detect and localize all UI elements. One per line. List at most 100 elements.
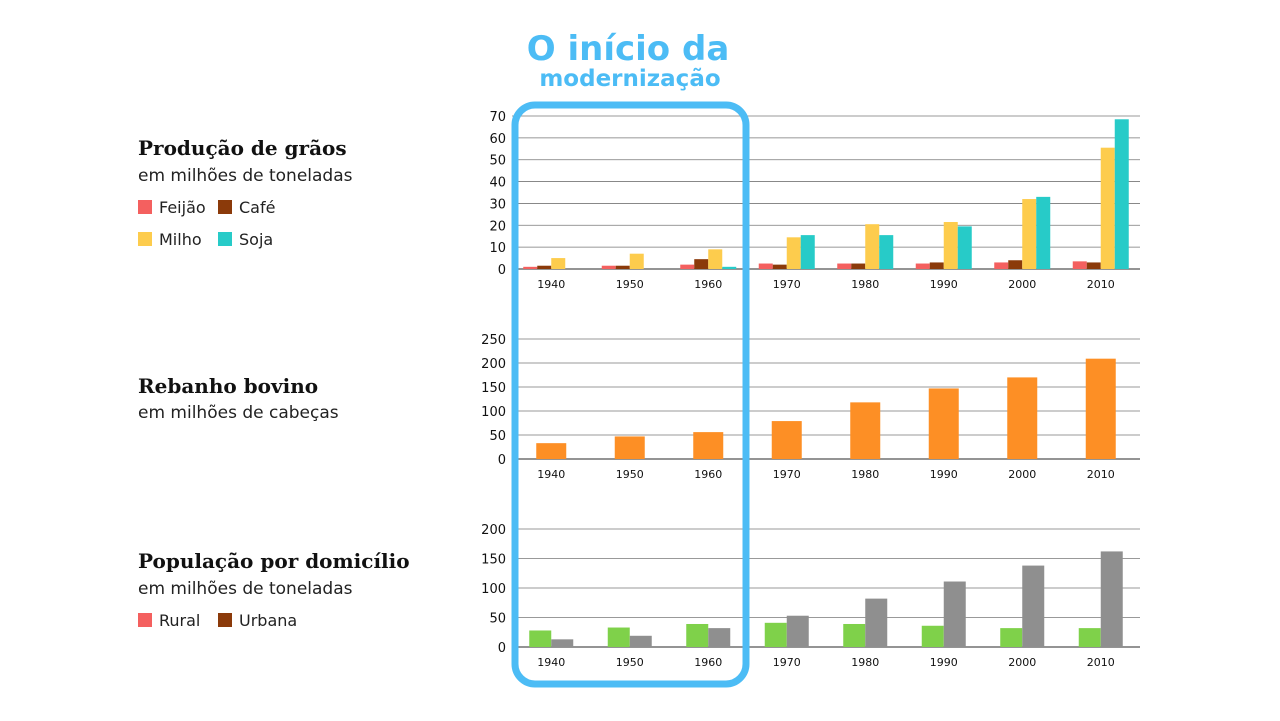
grain-xtick-label: 1980 — [851, 278, 879, 291]
population-xtick-label: 2000 — [1008, 656, 1036, 669]
cattle-bar-rebanho-bovino-1960 — [693, 432, 724, 459]
modernization-highlight-frame — [511, 101, 750, 688]
population-xtick-label: 2010 — [1087, 656, 1115, 669]
grain-bar-soja-1990 — [957, 226, 972, 269]
grain-xtick-label: 1970 — [773, 278, 801, 291]
cattle-bar-rebanho-bovino-2010 — [1085, 358, 1116, 459]
grain-bar-feij-o-1990 — [915, 263, 930, 269]
grain-ytick-label: 0 — [498, 263, 506, 278]
population-bar-rural-1970 — [764, 622, 787, 647]
grain-bar-feij-o-1960 — [680, 264, 695, 269]
cattle-xtick-label: 2010 — [1087, 468, 1115, 481]
legend-swatch-feijao — [138, 200, 152, 214]
grain-bar-milho-2000 — [1022, 199, 1037, 269]
grain-ytick-label: 60 — [489, 132, 506, 147]
grain-bar-feij-o-1970 — [758, 263, 773, 269]
legend-label-cafe: Café — [239, 198, 275, 217]
population-bar-rural-1990 — [921, 625, 944, 647]
cattle-ytick-label: 200 — [481, 357, 506, 372]
grain-bar-soja-1980 — [879, 235, 894, 269]
legend-swatch-cafe — [218, 200, 232, 214]
cattle-ytick-label: 100 — [481, 405, 506, 420]
grain-bar-milho-1960 — [708, 249, 723, 269]
grain-chart-title: Produção de grãos — [138, 136, 347, 160]
grain-xtick-label: 1940 — [537, 278, 565, 291]
legend-swatch-urbana — [218, 613, 232, 627]
cattle-ytick-label: 150 — [481, 381, 506, 396]
cattle-xtick-label: 1970 — [773, 468, 801, 481]
population-bar-rural-1950 — [607, 627, 630, 647]
cattle-bar-rebanho-bovino-1940 — [536, 443, 567, 459]
legend-label-feijao: Feijão — [159, 198, 206, 217]
population-ytick-label: 200 — [481, 523, 506, 538]
grain-xtick-label: 1960 — [694, 278, 722, 291]
cattle-xtick-label: 1960 — [694, 468, 722, 481]
grain-bar-milho-1970 — [786, 237, 801, 269]
population-xtick-label: 1990 — [930, 656, 958, 669]
population-bar-rural-1940 — [529, 630, 552, 647]
population-ytick-label: 50 — [489, 612, 506, 627]
population-ytick-label: 100 — [481, 582, 506, 597]
legend-label-urbana: Urbana — [239, 611, 297, 630]
population-bar-urbana-1950 — [629, 635, 652, 647]
grain-bar-milho-1940 — [551, 258, 566, 269]
cattle-bar-rebanho-bovino-2000 — [1007, 377, 1038, 459]
cattle-bar-rebanho-bovino-1970 — [771, 421, 802, 459]
headline-line-1: O início da — [527, 29, 730, 69]
grain-chart-subtitle: em milhões de toneladas — [138, 166, 353, 186]
grain-ytick-label: 50 — [489, 154, 506, 169]
cattle-xtick-label: 1980 — [851, 468, 879, 481]
grain-bar-caf--1940 — [537, 265, 552, 269]
population-plot: 0 50 100 150 200 1940 1950 1960 1970 1980 1990 2000… — [481, 523, 1140, 669]
population-bar-urbana-1980 — [865, 598, 888, 647]
population-bar-urbana-2000 — [1022, 565, 1045, 647]
grain-bar-milho-2010 — [1100, 147, 1115, 269]
cattle-bar-rebanho-bovino-1990 — [928, 388, 959, 459]
population-bar-rural-2000 — [1000, 628, 1023, 647]
headline-line-2: modernização — [539, 66, 720, 92]
grain-bar-soja-2010 — [1114, 119, 1129, 270]
grain-bar-soja-1960 — [722, 266, 737, 269]
grain-ytick-label: 40 — [489, 176, 506, 191]
population-xtick-label: 1970 — [773, 656, 801, 669]
population-xtick-label: 1980 — [851, 656, 879, 669]
grain-xtick-label: 2000 — [1008, 278, 1036, 291]
population-ytick-label: 150 — [481, 553, 506, 568]
population-bar-rural-1980 — [843, 623, 866, 647]
grain-bar-soja-1970 — [800, 235, 815, 269]
grain-ytick-label: 20 — [489, 219, 506, 234]
cattle-xtick-label: 2000 — [1008, 468, 1036, 481]
population-bar-urbana-2010 — [1100, 551, 1123, 647]
grain-bar-milho-1950 — [629, 253, 644, 269]
legend-label-milho: Milho — [159, 230, 202, 249]
cattle-xtick-label: 1950 — [616, 468, 644, 481]
grain-bar-feij-o-2010 — [1072, 261, 1087, 269]
grain-bar-feij-o-1950 — [601, 265, 616, 269]
grain-bar-caf--1950 — [615, 265, 630, 269]
population-bar-urbana-1960 — [708, 628, 731, 647]
population-legend: Rural Urbana — [138, 611, 297, 630]
population-bar-urbana-1990 — [943, 581, 966, 647]
grain-bar-caf--1970 — [772, 264, 787, 269]
grain-ytick-label: 30 — [489, 197, 506, 212]
grain-bar-caf--1960 — [694, 259, 709, 269]
cattle-ytick-label: 0 — [498, 453, 506, 468]
grain-xtick-label: 2010 — [1087, 278, 1115, 291]
population-bar-urbana-1970 — [786, 615, 809, 647]
grain-bar-caf--1990 — [929, 262, 944, 269]
population-xtick-label: 1950 — [616, 656, 644, 669]
cattle-bar-rebanho-bovino-1980 — [850, 402, 881, 459]
grain-legend: Feijão Café Milho Soja — [138, 198, 275, 249]
legend-swatch-soja — [218, 232, 232, 246]
grain-bar-feij-o-1940 — [523, 266, 538, 269]
population-bar-rural-2010 — [1078, 628, 1101, 647]
population-chart-title: População por domicílio — [138, 549, 410, 573]
grain-ytick-label: 10 — [489, 241, 506, 256]
cattle-bar-rebanho-bovino-1950 — [614, 436, 645, 459]
population-chart-subtitle: em milhões de toneladas — [138, 579, 353, 599]
grain-bar-caf--2000 — [1008, 260, 1023, 269]
cattle-ytick-label: 50 — [489, 429, 506, 444]
cattle-xtick-label: 1990 — [930, 468, 958, 481]
grain-ytick-label: 70 — [489, 110, 506, 125]
cattle-ytick-label: 250 — [481, 333, 506, 348]
